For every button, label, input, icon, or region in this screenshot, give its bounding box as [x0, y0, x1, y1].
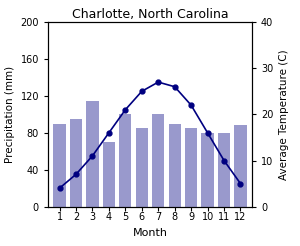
Bar: [53, 123, 66, 207]
Y-axis label: Average Temperature (C): Average Temperature (C): [279, 49, 289, 180]
X-axis label: Month: Month: [133, 228, 167, 238]
Bar: [136, 128, 148, 207]
Bar: [103, 142, 115, 207]
Bar: [169, 123, 181, 207]
Bar: [201, 133, 214, 207]
Bar: [185, 128, 197, 207]
Y-axis label: Precipitation (mm): Precipitation (mm): [5, 66, 15, 163]
Bar: [70, 119, 82, 207]
Bar: [119, 114, 131, 207]
Bar: [234, 125, 247, 207]
Bar: [86, 101, 99, 207]
Bar: [218, 133, 230, 207]
Title: Charlotte, North Carolina: Charlotte, North Carolina: [72, 8, 228, 21]
Bar: [152, 114, 164, 207]
